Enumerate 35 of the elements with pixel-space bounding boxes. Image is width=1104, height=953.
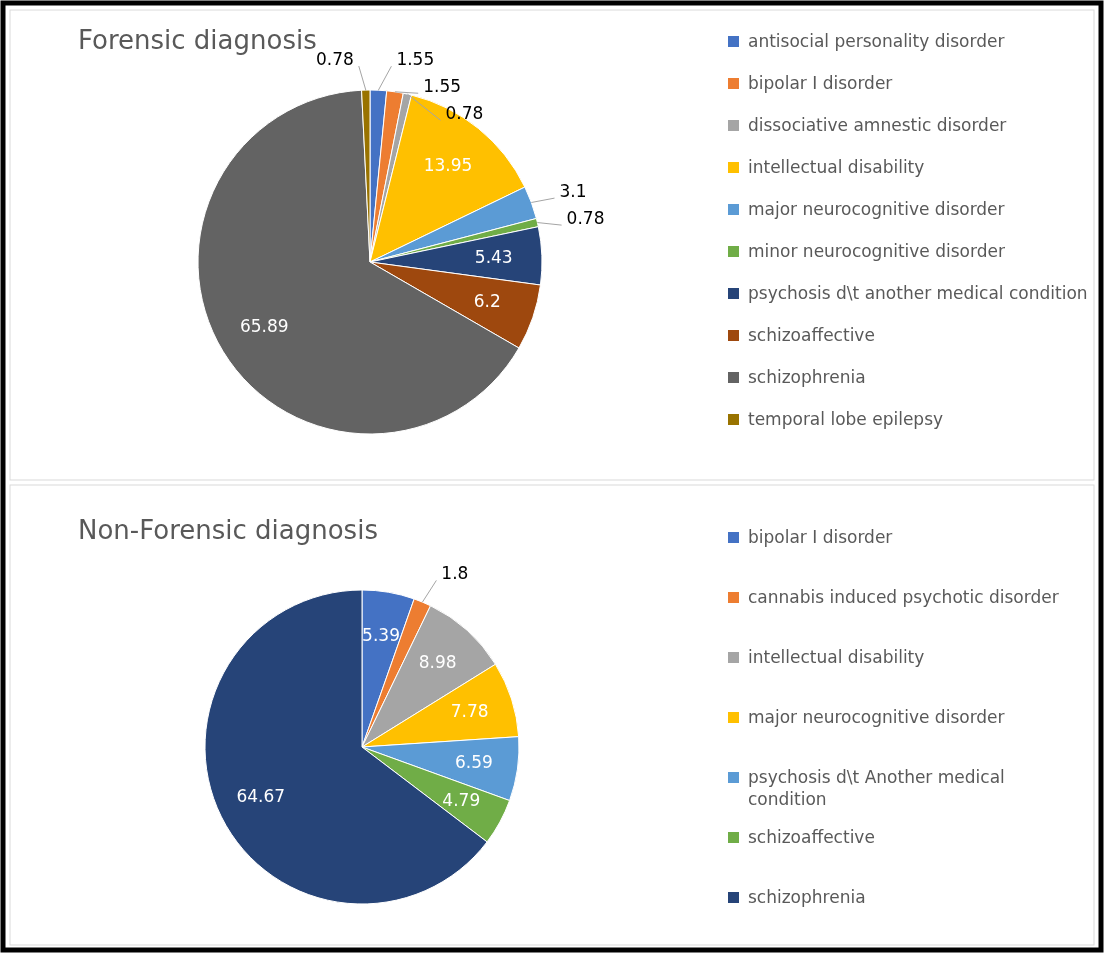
data-label: 0.78 xyxy=(566,208,605,229)
legend-label: schizoaffective xyxy=(748,827,875,847)
legend-label: schizophrenia xyxy=(748,887,866,907)
legend-label: bipolar I disorder xyxy=(748,527,893,547)
legend-label: bipolar I disorder xyxy=(748,73,893,93)
data-label: 13.95 xyxy=(423,154,473,175)
legend-label: major neurocognitive disorder xyxy=(748,707,1005,727)
data-label: 0.78 xyxy=(315,49,354,70)
data-label: 5.43 xyxy=(474,246,513,267)
data-label: 5.39 xyxy=(362,624,400,645)
legend-label: psychosis d\t another medical condition xyxy=(748,283,1088,303)
data-label: 3.1 xyxy=(559,181,587,202)
data-label: 65.89 xyxy=(239,315,289,336)
legend-label: intellectual disability xyxy=(748,647,925,667)
data-label: 8.98 xyxy=(418,652,457,673)
legend-label: major neurocognitive disorder xyxy=(748,199,1005,219)
data-label: 1.55 xyxy=(423,76,462,97)
chart-title: Forensic diagnosis xyxy=(78,25,317,56)
legend-label: dissociative amnestic disorder xyxy=(748,115,1007,135)
chart-title: Non-Forensic diagnosis xyxy=(78,515,378,546)
legend-label: schizoaffective xyxy=(748,325,875,345)
legend-label: psychosis d\t Another medical condition xyxy=(748,767,1005,810)
legend-label: temporal lobe epilepsy xyxy=(748,409,944,429)
data-label: 1.55 xyxy=(396,49,435,70)
legend-label: cannabis induced psychotic disorder xyxy=(748,587,1059,607)
data-label: 64.67 xyxy=(236,786,286,807)
data-label: 6.59 xyxy=(454,751,493,772)
legend-label: schizophrenia xyxy=(748,367,866,387)
data-label: 1.8 xyxy=(441,563,469,584)
legend-label: antisocial personality disorder xyxy=(748,31,1005,51)
legend-label: intellectual disability xyxy=(748,157,925,177)
data-label: 6.2 xyxy=(473,291,501,312)
legend-label: minor neurocognitive disorder xyxy=(748,241,1005,261)
data-label: 7.78 xyxy=(450,701,489,722)
data-label: 4.79 xyxy=(442,790,481,811)
